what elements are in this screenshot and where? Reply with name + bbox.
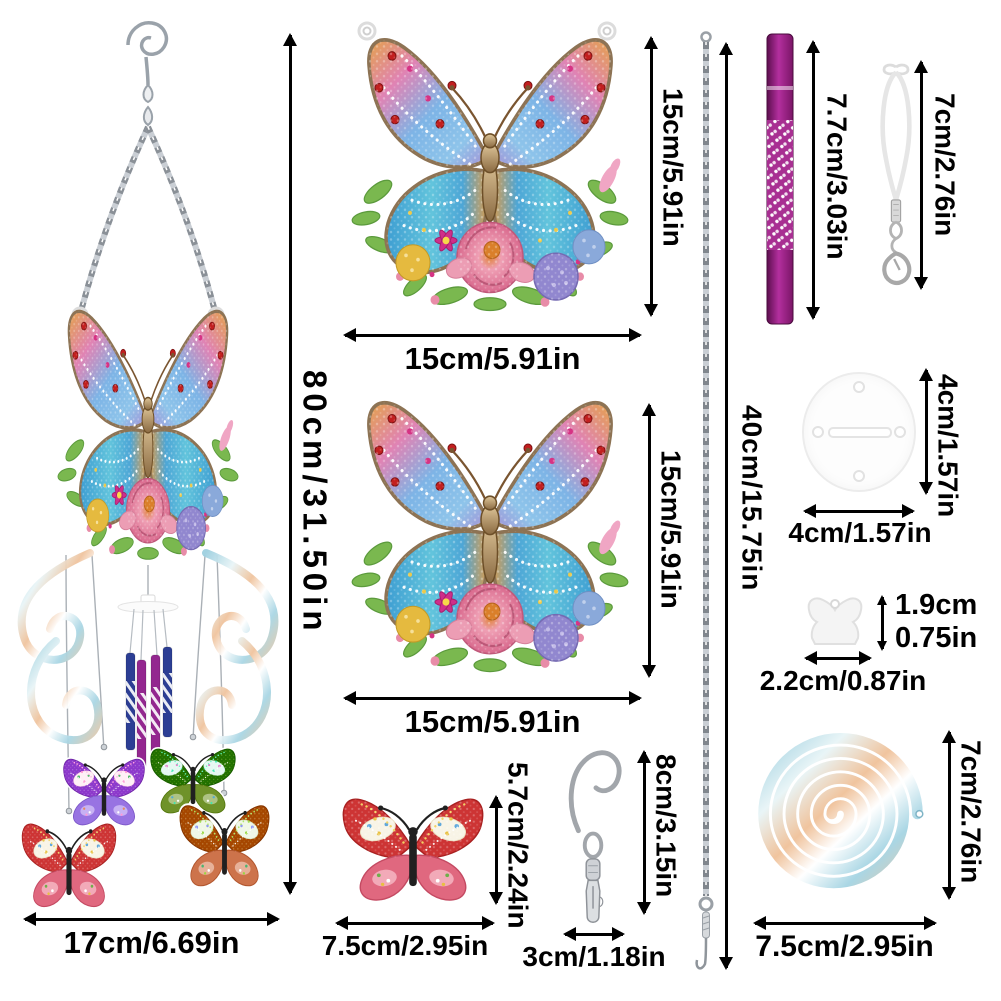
charm-height-arrow <box>489 795 504 905</box>
blank-height-in-label: 0.75in <box>895 622 978 654</box>
disc-hole <box>894 426 906 438</box>
spinner-height-label: 7cm/2.76in <box>955 740 987 884</box>
disc-height-label: 4cm/1.57in <box>932 374 964 518</box>
pen-length-label: 7.7cm/3.03in <box>821 93 853 260</box>
hook-height-arrow <box>637 750 652 915</box>
charm-width-arrow <box>335 916 495 931</box>
hanging-hook-icon <box>126 21 169 127</box>
diamond-pen <box>766 33 794 325</box>
charm-width-label: 7.5cm/2.95in <box>321 930 489 961</box>
disc-width-label: 4cm/1.57in <box>788 517 932 548</box>
hanging-butterfly <box>18 815 120 913</box>
main-butterfly-art <box>57 311 238 559</box>
butterfly2-height-arrow <box>642 403 657 678</box>
blank-height-cm-label: 1.9cm <box>895 589 978 621</box>
blank-width-arrow <box>804 651 872 666</box>
wind-chime-width-arrow <box>23 912 280 927</box>
hook-height-label: 8cm/3.15in <box>650 754 682 898</box>
spinner-width-arrow <box>753 916 937 931</box>
disc-width-arrow <box>803 504 915 519</box>
hanging-butterfly <box>176 797 273 892</box>
blank-width-label: 2.2cm/0.87in <box>759 665 927 696</box>
suction-tab-icon <box>357 21 377 41</box>
metal-chain <box>695 31 714 970</box>
wind-chime-height-arrow <box>283 33 298 895</box>
phone-strap <box>872 52 920 297</box>
butterfly-panel-1 <box>340 22 640 319</box>
disc-hole <box>812 426 824 438</box>
blank-height-arrow <box>877 595 888 651</box>
disc-slot <box>828 427 892 438</box>
pen-length-arrow <box>806 40 821 320</box>
butterfly2-width-arrow <box>343 691 642 706</box>
assembled-wind-chime <box>17 21 279 815</box>
suction-tab-icon <box>597 21 617 41</box>
disc-height-arrow <box>919 368 934 495</box>
chain-triangle <box>77 125 219 316</box>
disc-hole <box>853 470 865 482</box>
string-connectors <box>65 733 228 815</box>
charm-height-label: 5.7cm/2.24in <box>502 762 534 929</box>
wind-chime-width-label: 17cm/6.69in <box>63 925 240 960</box>
butterfly1-height-arrow <box>644 36 659 317</box>
strap-length-arrow <box>914 60 929 290</box>
butterfly1-width-label: 15cm/5.91in <box>404 341 581 376</box>
spinner-width-label: 7.5cm/2.95in <box>755 930 934 963</box>
chime-tubes <box>125 646 173 769</box>
strap-length-label: 7cm/2.76in <box>929 93 961 237</box>
backing-disc <box>802 372 916 492</box>
spinner-height-arrow <box>942 730 957 900</box>
butterfly1-width-arrow <box>343 328 642 343</box>
butterfly1-height-label: 15cm/5.91in <box>657 88 689 247</box>
butterfly2-width-label: 15cm/5.91in <box>404 704 581 739</box>
chain-length-label: 40cm/15.75in <box>736 405 768 592</box>
butterfly-panel-2 <box>340 385 640 680</box>
swivel-hook <box>562 745 626 930</box>
mini-butterfly-blank <box>807 597 863 645</box>
chain-length-arrow <box>719 42 734 970</box>
spiral-ribbons <box>17 549 279 744</box>
disc-hole <box>853 381 865 393</box>
hook-width-arrow <box>563 927 625 942</box>
red-butterfly-charm <box>337 788 489 908</box>
chime-platform <box>117 601 179 613</box>
hook-width-label: 3cm/1.18in <box>522 941 666 972</box>
butterfly2-height-label: 15cm/5.91in <box>655 450 687 609</box>
wind-chime-height-label: 80cm/31.50in <box>296 370 334 636</box>
wind-spinner-spiral <box>748 723 933 905</box>
